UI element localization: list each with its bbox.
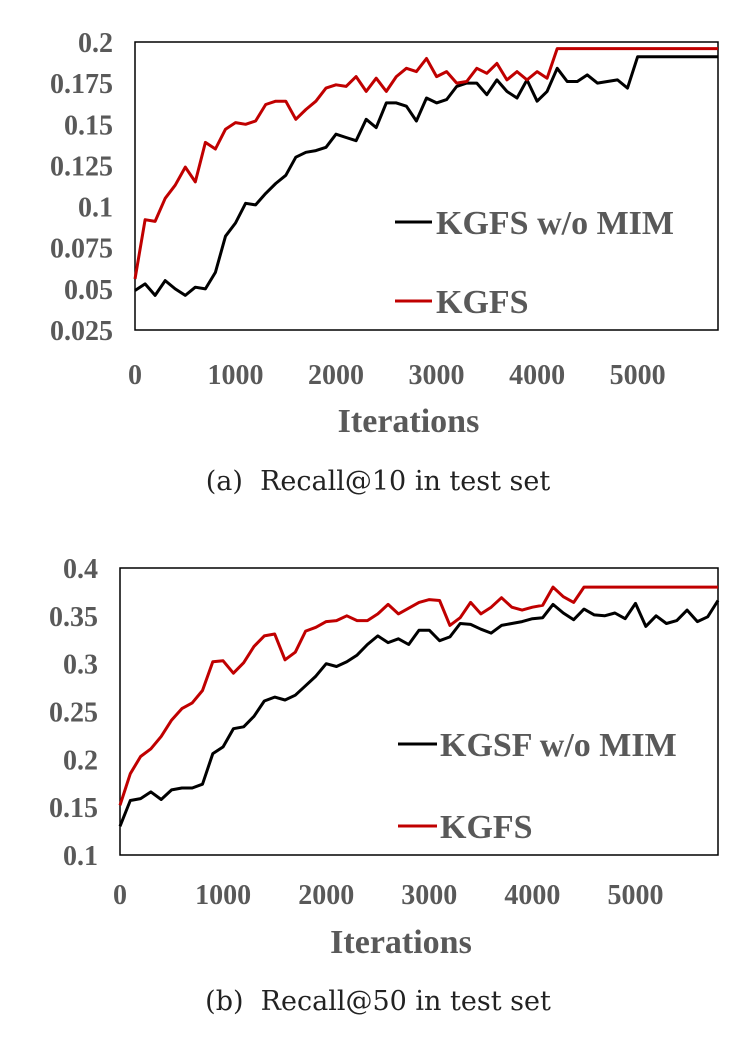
x-tick-label: 5000 (610, 360, 666, 391)
y-tick-label: 0.1 (63, 841, 98, 872)
y-tick-label: 0.175 (50, 69, 113, 100)
y-tick-label: 0.075 (50, 234, 113, 265)
x-tick-label: 1000 (208, 360, 264, 391)
series-line-black (134, 55, 718, 297)
x-tick-label: 2000 (298, 880, 354, 911)
plot-area-frame (119, 567, 719, 856)
legend-label-black-series: KGSF w/o MIM (440, 727, 677, 764)
panel-caption: (b) Recall@50 in test set (205, 986, 551, 1017)
plot-area-frame (134, 41, 719, 331)
series-line-red (133, 47, 718, 280)
legend: KGFS w/o MIM KGFS (395, 205, 674, 321)
y-tick-label: 0.4 (63, 554, 98, 585)
x-tick-label: 3000 (401, 880, 457, 911)
y-tick-label: 0.025 (50, 316, 113, 347)
legend: KGSF w/o MIM KGFS (398, 727, 677, 846)
x-tick-label: 0 (128, 360, 142, 391)
x-tick-label: 4000 (504, 880, 560, 911)
x-tick-label: 0 (113, 880, 127, 911)
y-tick-label: 0.2 (78, 28, 113, 59)
y-tick-label: 0.35 (49, 602, 98, 633)
y-tick-label: 0.1 (78, 193, 113, 224)
y-tick-label: 0.15 (49, 793, 98, 824)
series-line-black (118, 599, 720, 827)
x-tick-label: 3000 (409, 360, 465, 391)
y-tick-label: 0.25 (49, 698, 98, 729)
x-tick-label: 5000 (608, 880, 664, 911)
x-tick-labels: 0 1000 2000 3000 4000 5000 (113, 880, 664, 911)
y-tick-label: 0.05 (64, 275, 113, 306)
panel-caption: (a) Recall@10 in test set (206, 466, 551, 497)
legend-label-red-series: KGFS (436, 284, 529, 321)
chart-recall-50: 0.1 0.15 0.2 0.25 0.3 0.35 0.4 0 1000 2000 3000 40… (49, 554, 720, 1017)
y-tick-label: 0.15 (64, 110, 113, 141)
x-tick-label: 1000 (195, 880, 251, 911)
x-tick-label: 4000 (509, 360, 565, 391)
chart-recall-10: 0.025 0.05 0.075 0.1 0.125 0.15 0.175 0.2 0 1000… (50, 28, 719, 497)
series-lines (118, 585, 720, 827)
y-tick-labels: 0.025 0.05 0.075 0.1 0.125 0.15 0.175 0.2 (50, 28, 113, 347)
y-tick-label: 0.3 (63, 650, 98, 681)
series-lines (133, 47, 718, 297)
x-axis-title: Iterations (338, 403, 480, 440)
y-tick-labels: 0.1 0.15 0.2 0.25 0.3 0.35 0.4 (49, 554, 98, 872)
x-tick-label: 2000 (308, 360, 364, 391)
x-axis-title: Iterations (330, 924, 472, 961)
y-tick-label: 0.125 (50, 151, 113, 182)
x-tick-labels: 0 1000 2000 3000 4000 5000 (128, 360, 666, 391)
legend-label-red-series: KGFS (440, 809, 533, 846)
series-line-red (118, 585, 718, 806)
y-tick-label: 0.2 (63, 745, 98, 776)
legend-label-black-series: KGFS w/o MIM (436, 205, 674, 242)
